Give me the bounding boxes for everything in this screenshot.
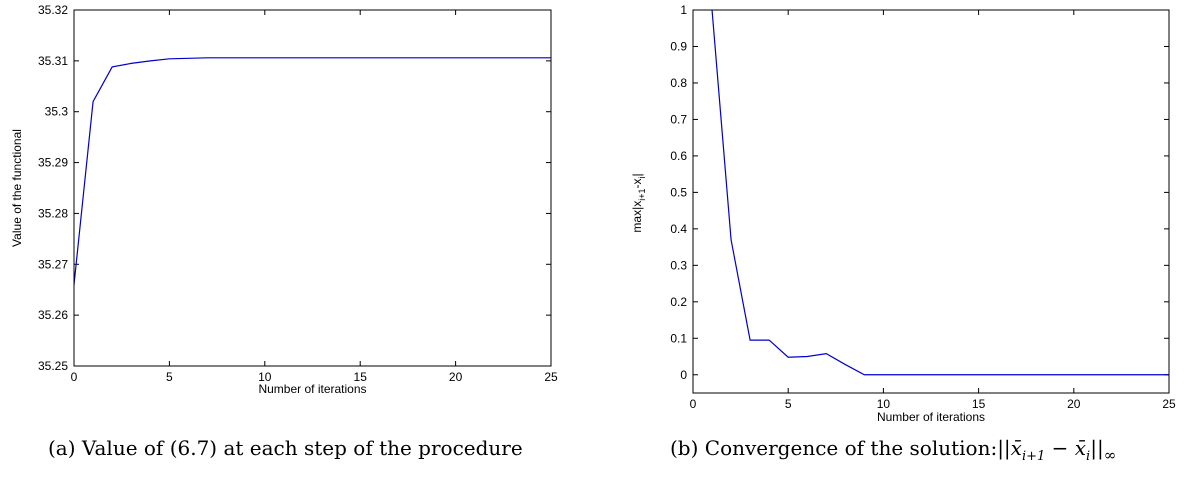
chart-a-series-line <box>73 57 551 285</box>
chart-a-y-ticks: 35.25 35.26 35.27 35.28 35.29 35.3 35.31 35.32 <box>38 3 551 373</box>
chart-b-y-tick-label: 0.1 <box>670 331 687 345</box>
caption-b-text: (b) Convergence of the solution: <box>670 436 998 460</box>
chart-b-y-tick-label: 0.4 <box>670 222 687 236</box>
chart-b-y-tick-label: 0 <box>680 368 687 382</box>
chart-b-x-tick-label: 25 <box>1162 397 1176 411</box>
chart-a-y-tick-label: 35.27 <box>38 257 68 271</box>
chart-a-y-tick-label: 35.29 <box>38 156 68 170</box>
chart-b-y-tick-label: 0.3 <box>670 258 687 272</box>
chart-b-series-line <box>711 9 1169 376</box>
chart-a-y-tick-label: 35.3 <box>45 105 69 119</box>
caption-b-math-sub1: i+1 <box>1021 449 1046 464</box>
chart-a-y-tick-label: 35.26 <box>38 308 68 322</box>
chart-b-x-ticks: 0 5 10 15 20 25 <box>690 10 1176 411</box>
chart-b-y-tick-label: 0.9 <box>670 39 687 53</box>
chart-b-x-tick-label: 5 <box>785 397 792 411</box>
chart-b-x-tick-label: 15 <box>972 397 986 411</box>
chart-b-y-tick-label: 0.5 <box>670 185 687 199</box>
chart-b-y-tick-label: 0.8 <box>670 76 687 90</box>
caption-b-math-open: ||x̄ <box>997 436 1022 460</box>
chart-b-y-tick-label: 0.6 <box>670 149 687 163</box>
chart-a-y-axis-label: Value of the functional <box>10 129 24 247</box>
chart-b-y-label-sub2: i <box>637 177 647 179</box>
caption-b-math: ||x̄i+1 − x̄i||∞ <box>997 436 1116 464</box>
caption-b-math-sub2: i <box>1086 449 1091 464</box>
chart-b-y-tick-label: 0.2 <box>670 295 687 309</box>
chart-b-x-axis-label: Number of iterations <box>877 410 985 424</box>
functional-value-chart: 35.2535.2635.2735.2835.2935.335.3135.32 … <box>10 3 1176 424</box>
caption-b-math-sub3: ∞ <box>1103 446 1117 464</box>
caption-b: (b) Convergence of the solution:||x̄i+1 … <box>670 436 1116 464</box>
chart-b-x-tick-label: 10 <box>877 397 891 411</box>
chart-b-y-tick-label: 0.7 <box>670 112 687 126</box>
chart-b-y-axis-label: max|xi+1-xi| <box>630 173 647 232</box>
chart-b-x-tick-label: 0 <box>690 397 697 411</box>
chart-a-plot-frame <box>73 9 552 367</box>
caption-b-math-close: || <box>1090 436 1104 460</box>
chart-b-y-label-part1: max|x <box>630 201 644 233</box>
chart-a-y-tick-label: 35.31 <box>38 54 68 68</box>
chart-b-x-tick-label: 20 <box>1067 397 1081 411</box>
chart-a-x-ticks: 0 5 10 15 20 25 <box>71 10 558 384</box>
chart-a-x-tick-label: 0 <box>71 370 78 384</box>
chart-b-plot-frame <box>692 9 1170 394</box>
chart-a-y-tick-label: 35.25 <box>38 359 68 373</box>
caption-b-math-mid: − x̄ <box>1045 436 1087 460</box>
chart-a-y-tick-label: 35.28 <box>38 206 68 220</box>
chart-b-y-label-part3: | <box>630 173 644 176</box>
chart-a-y-tick-label: 35.32 <box>38 3 68 17</box>
chart-a-x-tick-label: 25 <box>544 370 558 384</box>
chart-a-x-tick-label: 5 <box>166 370 173 384</box>
caption-a: (a) Value of (6.7) at each step of the p… <box>48 436 523 460</box>
chart-a-x-tick-label: 10 <box>258 370 272 384</box>
chart-b-y-ticks: 0 0.1 0.2 0.3 0.4 0.5 0.6 0.7 0.8 0.9 1 <box>670 3 1169 382</box>
chart-a-x-tick-label: 15 <box>354 370 368 384</box>
chart-b-y-label-part2: -x <box>630 179 644 189</box>
chart-b-y-label-sub1: i+1 <box>637 189 647 201</box>
chart-a-x-tick-label: 20 <box>449 370 463 384</box>
chart-b-y-tick-label: 1 <box>680 3 687 17</box>
chart-a-x-axis-label: Number of iterations <box>258 382 366 396</box>
